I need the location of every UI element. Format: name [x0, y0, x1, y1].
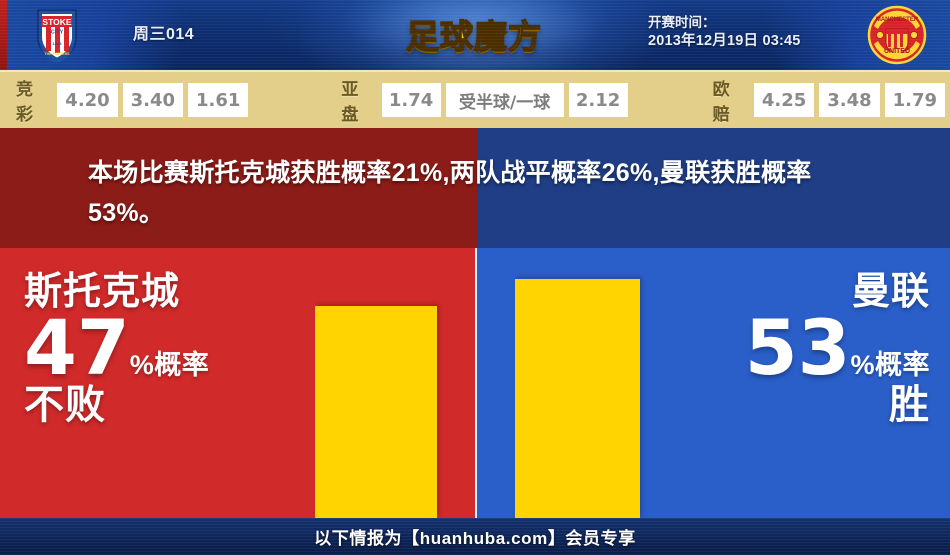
odds-group-label: 欧赔: [712, 80, 731, 124]
headline-band: 本场比赛斯托克城获胜概率21%,两队战平概率26%,曼联获胜概率53%。: [0, 128, 950, 248]
odds-bar: 竞彩 4.20 3.40 1.61 亚盘 1.74 受半球/一球 2.12 欧赔…: [0, 70, 950, 128]
header-red-accent-stripe: [0, 0, 7, 70]
headline-band-blue-half: [477, 128, 950, 248]
away-probability-value: 53: [744, 303, 851, 392]
header-glow: [300, 0, 650, 70]
probability-panels: 斯托克城 47 %概率 不败 曼联 53 %概率 胜: [0, 248, 950, 518]
odds-cell-home[interactable]: 4.25: [753, 83, 815, 117]
kickoff-label: 开赛时间：: [648, 15, 716, 30]
odds-cell-home[interactable]: 4.20: [57, 83, 118, 117]
home-verdict: 不败: [24, 383, 106, 427]
odds-cell-away[interactable]: 2.12: [568, 83, 628, 117]
away-team-name: 曼联: [851, 271, 930, 313]
odds-cell-away[interactable]: 1.61: [188, 83, 249, 117]
manchester-united-crest: MANCHESTER UNITED: [867, 5, 927, 65]
odds-group-european: 欧赔 4.25 3.48 1.79: [713, 75, 950, 125]
footer-bar: 以下情报为【huanhuba.com】会员专享: [0, 518, 950, 555]
round-label: 周三014: [133, 26, 195, 43]
headline-band-red-half: [0, 128, 477, 248]
odds-cell-draw[interactable]: 3.48: [819, 83, 880, 117]
away-team-stats: 曼联 53 %概率 胜: [745, 272, 930, 426]
svg-text:UNITED: UNITED: [884, 48, 910, 55]
odds-group-label: 亚盘: [341, 80, 360, 124]
odds-cell-away[interactable]: 1.79: [884, 83, 946, 117]
home-team-stats: 斯托克城 47 %概率 不败: [24, 272, 209, 426]
away-verdict: 胜: [889, 383, 930, 427]
stoke-city-crest: STOKE CITY 1863 THE POTTERS: [37, 9, 77, 63]
odds-group-jingcai: 竞彩 4.20 3.40 1.61: [16, 75, 253, 125]
away-probability-bar: [515, 279, 640, 518]
home-probability-suffix: %概率: [129, 350, 210, 380]
kickoff-datetime: 2013年12月19日 03:45: [648, 33, 801, 49]
panel-divider: [475, 248, 477, 518]
odds-group-label: 竞彩: [16, 80, 34, 124]
svg-text:1863: 1863: [53, 41, 63, 46]
headline-text: 本场比赛斯托克城获胜概率21%,两队战平概率26%,曼联获胜概率53%。: [88, 159, 812, 227]
home-probability-bar: [315, 306, 437, 518]
odds-cell-handicap[interactable]: 受半球/一球: [445, 83, 564, 117]
svg-text:CITY: CITY: [51, 30, 64, 36]
odds-group-asian-handicap: 亚盘 1.74 受半球/一球 2.12: [341, 75, 632, 125]
home-probability-line: 47 %概率: [24, 303, 210, 392]
odds-cell-draw[interactable]: 3.40: [122, 83, 184, 117]
brand-logo-text: 足球魔方: [405, 16, 542, 57]
svg-text:THE POTTERS: THE POTTERS: [44, 52, 70, 56]
odds-cell-home[interactable]: 1.74: [381, 83, 441, 117]
away-probability-line: 53 %概率: [744, 303, 930, 392]
brand-logo[interactable]: 足球魔方: [398, 8, 550, 60]
svg-text:MANCHESTER: MANCHESTER: [876, 17, 919, 23]
away-probability-suffix: %概率: [850, 350, 930, 380]
footer-text: 以下情报为【huanhuba.com】会员专享: [314, 529, 636, 548]
header-bar: STOKE CITY 1863 THE POTTERS 周三014 足球魔方 开…: [0, 0, 950, 70]
home-probability-value: 47: [24, 303, 130, 392]
kickoff-info: 开赛时间： 2013年12月19日 03:45: [648, 13, 801, 51]
home-team-name: 斯托克城: [24, 271, 181, 313]
svg-text:STOKE: STOKE: [42, 17, 71, 27]
